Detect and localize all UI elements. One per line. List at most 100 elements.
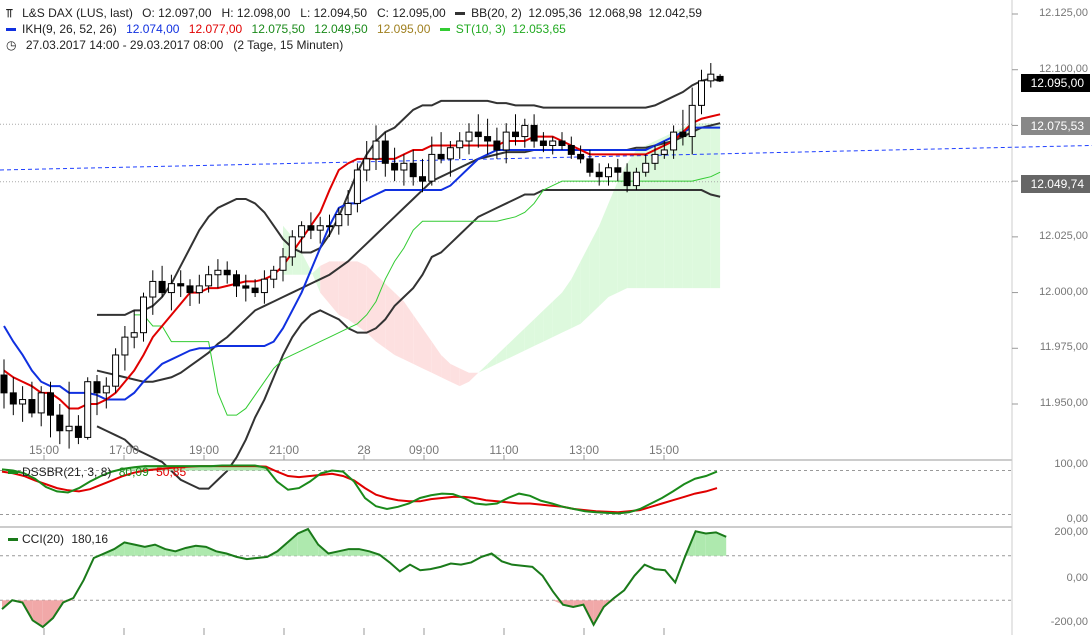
candle-body xyxy=(0,374,8,394)
candle-body xyxy=(214,269,222,276)
cci-overbought-fill xyxy=(308,529,319,556)
ichimoku-cloud-segment xyxy=(515,328,525,355)
candle-body xyxy=(670,131,678,151)
candle-body xyxy=(577,153,585,160)
ichimoku-cloud-segment xyxy=(589,225,600,315)
candle-body xyxy=(242,285,250,289)
ohlc-values: O: 12.097,00 H: 12.098,00 L: 12.094,50 C… xyxy=(142,6,446,20)
supertrend-line xyxy=(134,171,721,416)
candle-body xyxy=(149,280,157,298)
tenkan-line xyxy=(3,113,721,410)
candle-body xyxy=(484,136,492,142)
last-price-label: 12.095,00 xyxy=(1020,74,1090,92)
ichimoku-cloud-segment xyxy=(478,363,488,373)
candle-body xyxy=(251,287,259,294)
candle-body xyxy=(93,381,101,394)
candle-body xyxy=(186,285,194,294)
cci-oversold-fill xyxy=(32,600,43,627)
ichimoku-cloud-segment xyxy=(580,243,590,324)
bollinger-lower-line xyxy=(96,189,721,490)
ichimoku-cloud-segment xyxy=(366,265,376,342)
bb-mid-price-label: 12.075,53 xyxy=(1020,117,1090,135)
price-tick-label: 11.975,00 xyxy=(1039,341,1088,354)
candle-body xyxy=(130,332,138,338)
time-tick-label: 19:00 xyxy=(188,443,220,457)
header-row-2: IKH(9, 26, 52, 26) 12.074,00 12.077,00 1… xyxy=(6,22,572,36)
cci-oversold-fill xyxy=(42,600,53,627)
cci-overbought-fill xyxy=(348,549,359,556)
candle-body xyxy=(474,131,482,138)
cci-axis-top: 200,00 xyxy=(1054,526,1088,538)
candle-body xyxy=(381,140,389,164)
candle-body xyxy=(19,399,27,405)
candle-body xyxy=(177,283,185,287)
ichimoku-cloud-segment xyxy=(534,310,544,347)
dssbr-name: DSSBR(21, 3, 8) xyxy=(22,465,112,479)
ikh-legend-marker xyxy=(6,28,16,32)
candle-body xyxy=(158,280,166,294)
candle-body xyxy=(400,162,408,171)
cci-overbought-fill xyxy=(195,545,206,556)
ichimoku-cloud-segment xyxy=(524,319,535,351)
cci-name: CCI(20) xyxy=(22,532,65,546)
cci-overbought-fill xyxy=(705,532,716,556)
candle-body xyxy=(465,131,473,142)
ichimoku-cloud-segment xyxy=(459,368,469,387)
bb-legend: BB(20, 2) 12.095,36 12.068,98 12.042,59 xyxy=(471,6,702,20)
cci-value: 180,16 xyxy=(71,532,109,546)
ichimoku-cloud-segment xyxy=(385,283,395,355)
ichimoku-cloud-segment xyxy=(701,123,711,289)
ichimoku-cloud-segment xyxy=(506,337,516,360)
dssbr-main-line xyxy=(1,464,718,515)
candle-body xyxy=(307,225,315,231)
time-tick-label: 13:00 xyxy=(568,443,600,457)
cci-overbought-fill xyxy=(297,529,308,556)
candle-body xyxy=(502,131,510,151)
kijun-line xyxy=(3,126,721,401)
candle-body xyxy=(605,167,612,178)
candle-body xyxy=(707,73,715,82)
bollinger-upper-line xyxy=(97,77,721,316)
candle-body xyxy=(84,381,92,438)
supertrend-price-label: 12.049,74 xyxy=(1020,175,1090,193)
cci-overbought-fill xyxy=(114,542,125,556)
candle-body xyxy=(65,425,73,432)
ichimoku-cloud-segment xyxy=(487,354,497,369)
ichimoku-cloud-segment xyxy=(562,279,572,333)
cci-overbought-fill xyxy=(134,544,145,556)
candle-body xyxy=(539,140,547,146)
ichimoku-cloud-segment xyxy=(645,141,655,289)
ikh-value-5: 12.095,00 xyxy=(377,22,431,36)
ikh-value-4: 12.049,50 xyxy=(314,22,368,36)
time-tick-label: 11:00 xyxy=(489,443,519,457)
candle-body xyxy=(326,225,333,228)
candle-body xyxy=(456,140,464,149)
price-tick-label: 12.000,00 xyxy=(1039,285,1088,298)
symbol-label: L&S DAX (LUS, last) xyxy=(22,6,133,20)
price-tick-label: 12.125,00 xyxy=(1039,7,1088,19)
ichimoku-cloud-segment xyxy=(441,354,451,382)
chart-type-icon[interactable]: ⫪ xyxy=(6,6,13,20)
price-tick-label: 12.025,00 xyxy=(1039,229,1088,242)
candle-body xyxy=(37,392,45,414)
ichimoku-cloud-segment xyxy=(682,123,693,289)
candle-body xyxy=(112,354,120,387)
cci-overbought-fill xyxy=(144,544,155,556)
candle-body xyxy=(316,225,324,231)
cci-legend-marker xyxy=(8,538,18,542)
cci-overbought-fill xyxy=(206,546,217,556)
dssbr-axis-bottom: 0,00 xyxy=(1066,513,1088,525)
cci-axis-bottom: -200,00 xyxy=(1050,616,1088,628)
time-tick-label: 15:00 xyxy=(648,443,680,457)
ichimoku-cloud-segment xyxy=(394,292,404,360)
price-tick-label: 12.100,00 xyxy=(1039,62,1088,75)
candle-body xyxy=(102,385,110,394)
ichimoku-cloud-segment xyxy=(664,132,674,289)
ichimoku-cloud-segment xyxy=(431,341,442,378)
candle-body xyxy=(372,140,380,160)
candle-body xyxy=(260,278,268,294)
time-tick-label: 28 xyxy=(357,443,371,457)
ikh-value-2: 12.077,00 xyxy=(188,22,243,36)
candle-body xyxy=(493,140,501,151)
